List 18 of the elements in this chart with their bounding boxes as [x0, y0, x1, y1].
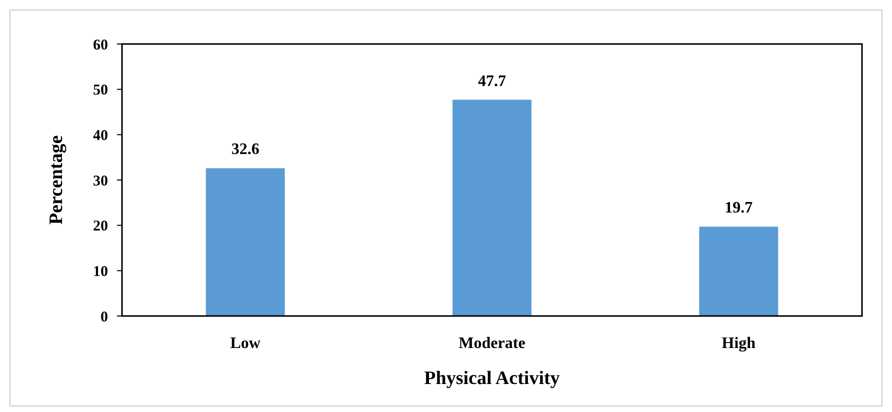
x-tick-label: Moderate [458, 335, 526, 352]
y-tick-label: 20 [93, 218, 108, 235]
x-tick-label: Low [230, 335, 261, 352]
y-tick-label: 60 [93, 37, 108, 54]
data-label: 19.7 [724, 200, 753, 217]
data-label: 47.7 [478, 72, 506, 90]
y-tick-label: 40 [93, 128, 108, 144]
x-axis-title: Physical Activity [424, 368, 560, 389]
y-tick-label: 30 [93, 173, 108, 190]
bar [206, 168, 285, 316]
bar [452, 100, 532, 316]
y-tick-label: 0 [100, 309, 108, 326]
y-tick-label: 10 [93, 264, 108, 280]
y-axis-title: Percentage [46, 135, 67, 225]
bar [699, 226, 778, 316]
data-label: 32.6 [231, 141, 260, 158]
y-tick-label: 50 [93, 82, 108, 99]
x-tick-label: High [722, 335, 756, 352]
